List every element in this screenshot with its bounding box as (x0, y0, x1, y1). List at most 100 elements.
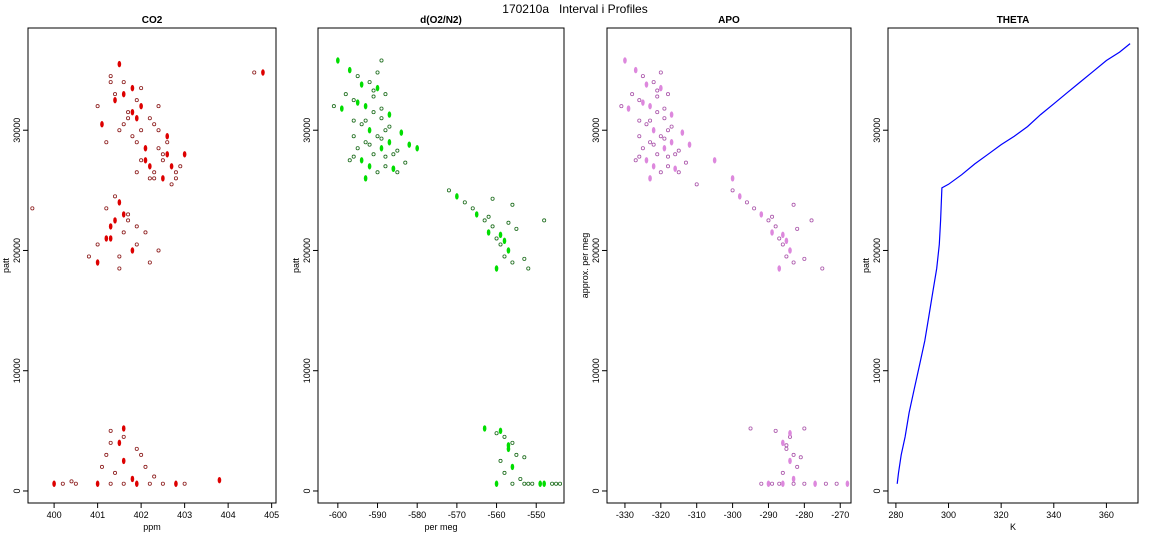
co2-data-point (134, 224, 139, 229)
co2-data-point (121, 425, 126, 432)
apo-data-point (820, 266, 825, 271)
co2-data-point (134, 242, 139, 247)
o2n2-data-point (502, 254, 507, 259)
o2n2-data-point (490, 196, 495, 201)
apo-data-point (623, 57, 627, 64)
co2-data-point (143, 230, 148, 235)
apo-data-point (795, 226, 800, 231)
co2-data-point (160, 481, 165, 486)
co2-panel-title: CO2 (142, 15, 163, 26)
co2-data-point (156, 128, 161, 133)
co2-x-tick-label: 403 (177, 510, 192, 520)
o2n2-data-point (514, 226, 519, 231)
co2-data-point (139, 158, 144, 163)
o2n2-data-point (518, 476, 523, 481)
co2-data-point (139, 128, 144, 133)
co2-data-point (113, 217, 117, 224)
co2-data-point (99, 464, 104, 469)
co2-data-point (73, 481, 78, 486)
apo-data-point (791, 202, 796, 207)
o2n2-data-point (462, 200, 467, 205)
co2-data-point (147, 260, 152, 265)
apo-data-point (773, 224, 778, 229)
co2-data-point (174, 480, 178, 487)
co2-data-point (173, 176, 178, 181)
apo-data-point (802, 256, 807, 261)
apo-data-point (633, 66, 638, 74)
o2n2-data-point (336, 57, 340, 64)
o2n2-data-point (363, 118, 368, 123)
theta-y-tick-label: 30000 (872, 118, 882, 143)
co2-data-point (160, 152, 165, 157)
apo-data-point (669, 111, 674, 118)
co2-y-tick-label: 0 (12, 488, 22, 493)
o2n2-data-point (351, 118, 356, 123)
apo-data-point (798, 455, 803, 460)
co2-x-tick-label: 405 (264, 510, 279, 520)
o2n2-data-point (498, 458, 503, 463)
o2n2-y-axis-label: patt (291, 257, 301, 273)
apo-data-point (748, 426, 753, 431)
o2n2-data-point (387, 111, 392, 118)
o2n2-data-point (355, 146, 360, 151)
o2n2-data-point (542, 480, 546, 487)
o2n2-data-point (367, 127, 372, 134)
co2-data-point (134, 170, 139, 175)
apo-data-point (619, 104, 624, 109)
o2n2-data-point (391, 165, 396, 172)
o2n2-data-point (367, 80, 372, 85)
apo-data-point (644, 157, 649, 164)
co2-data-point (113, 92, 118, 97)
o2n2-data-point (367, 142, 372, 147)
co2-data-point (104, 452, 109, 457)
co2-data-point (165, 140, 170, 145)
apo-y-tick-label: 10000 (591, 358, 601, 383)
apo-data-point (662, 136, 667, 141)
apo-y-axis-label: approx. per meg (580, 233, 590, 299)
o2n2-data-point (502, 434, 507, 439)
co2-data-point (95, 259, 100, 266)
co2-data-point (130, 247, 135, 254)
apo-data-point (655, 88, 660, 93)
o2n2-data-point (415, 145, 419, 152)
o2n2-data-point (351, 154, 356, 159)
co2-x-tick-label: 401 (90, 510, 105, 520)
co2-x-tick-label: 402 (134, 510, 149, 520)
o2n2-data-point (371, 94, 376, 99)
apo-data-point (802, 426, 807, 431)
co2-data-point (69, 479, 74, 484)
apo-x-tick-label: -300 (724, 510, 742, 520)
apo-data-point (788, 457, 792, 465)
co2-data-point (30, 206, 35, 211)
o2n2-y-tick-label: 20000 (302, 238, 312, 263)
apo-data-point (766, 218, 771, 223)
o2n2-x-tick-label: -560 (488, 510, 506, 520)
apo-data-point (834, 481, 839, 486)
o2n2-data-point (510, 260, 515, 265)
o2n2-data-point (474, 211, 479, 218)
o2n2-data-point (395, 170, 400, 175)
o2n2-data-point (367, 163, 372, 170)
o2n2-data-point (371, 152, 376, 157)
co2-data-point (143, 464, 148, 469)
apo-data-point (770, 229, 774, 236)
apo-data-point (780, 242, 785, 247)
apo-data-point (784, 443, 789, 448)
co2-data-point (117, 60, 122, 68)
o2n2-data-point (482, 425, 487, 432)
co2-data-point (165, 151, 170, 158)
apo-data-point (676, 170, 681, 175)
co2-data-point (156, 146, 161, 151)
apo-data-point (676, 148, 681, 153)
apo-x-tick-label: -310 (688, 510, 706, 520)
theta-y-tick-label: 0 (872, 488, 882, 493)
co2-data-point (121, 122, 126, 127)
apo-data-point (651, 142, 656, 147)
apo-data-point (662, 106, 667, 111)
apo-data-point (791, 475, 796, 483)
o2n2-data-point (514, 452, 519, 457)
co2-data-point (147, 481, 152, 486)
co2-data-point (156, 248, 161, 253)
apo-data-point (655, 110, 660, 115)
